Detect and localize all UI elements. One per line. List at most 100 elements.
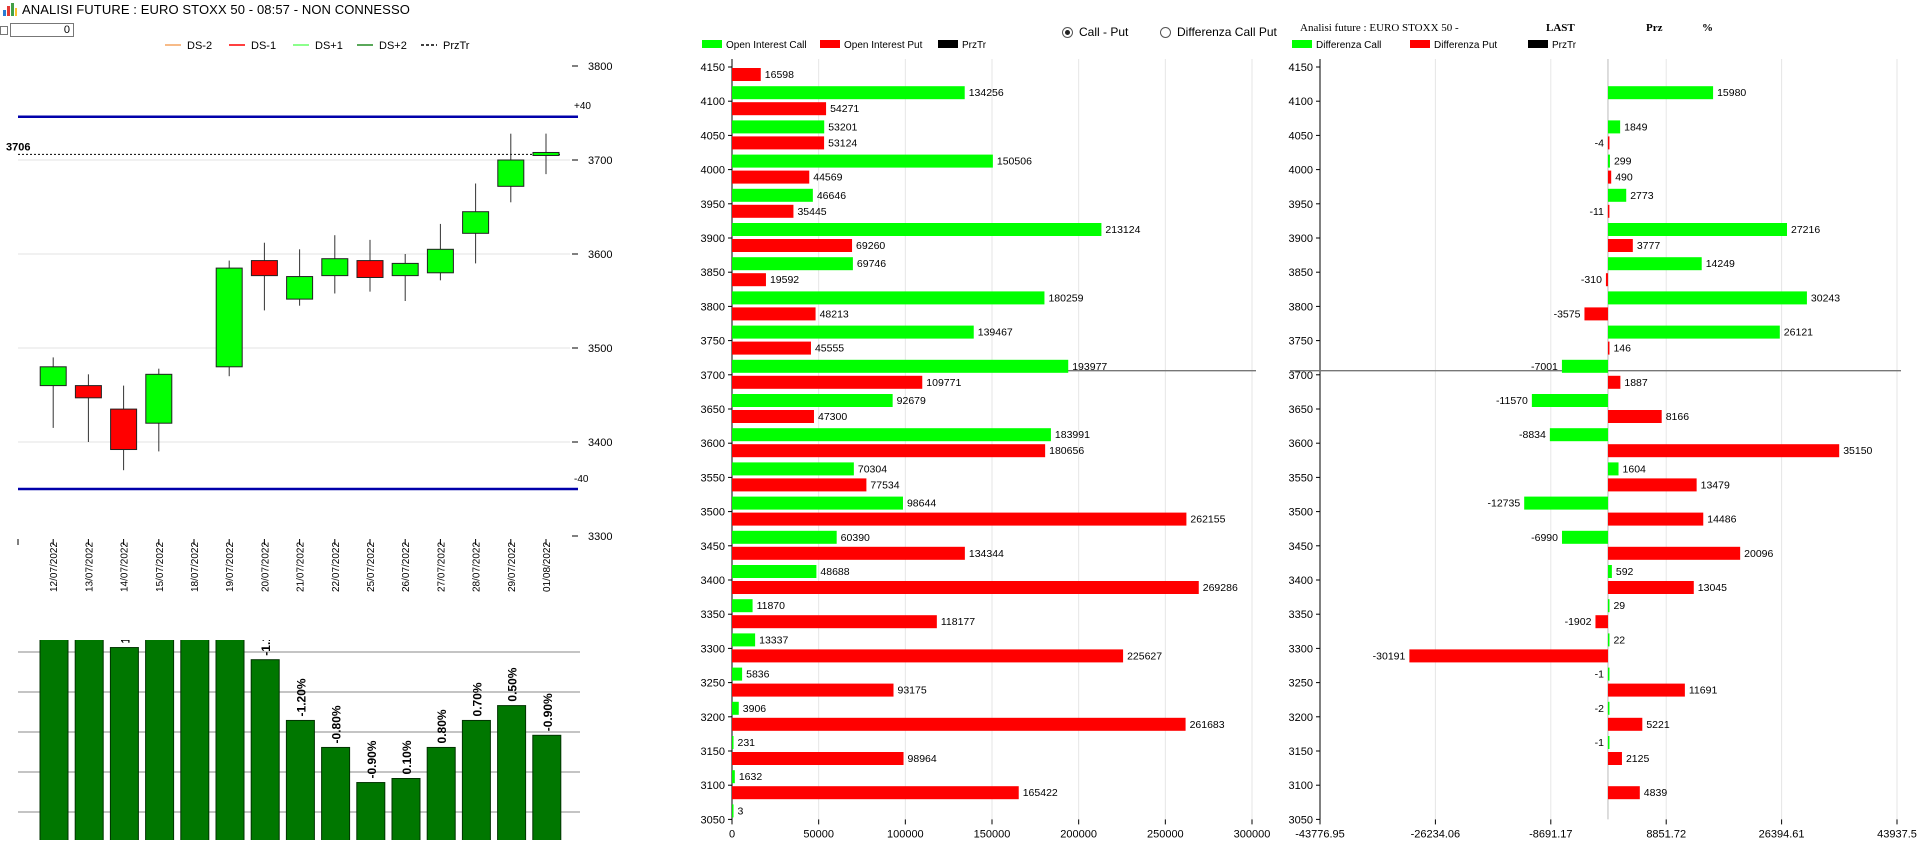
x-tick-label: -43776.95 — [1295, 828, 1345, 840]
call-bar — [732, 804, 734, 818]
call-bar — [1561, 530, 1608, 544]
call-bar-label: -11570 — [1496, 395, 1528, 407]
value-input[interactable] — [10, 23, 74, 37]
call-bar-label: 26121 — [1784, 327, 1813, 339]
put-bar-label: 1887 — [1624, 377, 1648, 389]
y-tick-label: 3500 — [701, 507, 725, 519]
y-tick-label: 3400 — [701, 575, 725, 587]
y-tick-label: 3850 — [1289, 267, 1313, 279]
call-bar-label: 1632 — [739, 771, 763, 783]
x-tick-label: -8691.17 — [1529, 828, 1572, 840]
radio-differenza-call-put[interactable]: Differenza Call Put — [1160, 25, 1277, 39]
candle-body — [356, 260, 384, 279]
put-bar-label: 77534 — [870, 479, 899, 491]
candle-body — [39, 366, 67, 387]
put-bar — [1607, 136, 1610, 150]
radio-call-put[interactable]: Call - Put — [1062, 25, 1128, 39]
y-tick-label: 3250 — [1289, 678, 1313, 690]
put-bar — [1607, 546, 1741, 560]
put-bar-label: 54271 — [830, 103, 859, 115]
call-bar — [1607, 701, 1610, 715]
put-bar — [732, 68, 761, 81]
put-bar — [732, 786, 1019, 800]
call-bar — [732, 291, 1045, 305]
call-bar-label: -7001 — [1531, 361, 1558, 373]
performance-bar — [532, 734, 562, 840]
put-bar — [732, 683, 894, 697]
call-bar-label: 180259 — [1048, 292, 1083, 304]
legend-label: DS+2 — [379, 40, 407, 52]
call-bar-label: 60390 — [841, 532, 870, 544]
x-tick-label: 19/07/2022 — [225, 542, 236, 592]
candle-body — [426, 248, 454, 274]
y-tick-label: 3500 — [1289, 507, 1313, 519]
put-bar — [1605, 273, 1608, 287]
call-bar — [1607, 120, 1621, 134]
call-bar-label: 70304 — [858, 463, 887, 475]
call-bar-label: 13337 — [759, 634, 788, 646]
performance-bar — [215, 640, 245, 840]
put-bar-label: 35150 — [1843, 445, 1872, 457]
legend-label: Open Interest Put — [844, 40, 923, 51]
performance-bar — [426, 746, 456, 840]
put-bar — [1607, 375, 1621, 389]
put-bar-label: 47300 — [818, 411, 847, 423]
put-bar-label: 16598 — [765, 69, 794, 81]
call-bar — [1607, 736, 1610, 749]
y-tick-label: 3850 — [701, 267, 725, 279]
put-bar — [732, 752, 904, 765]
y-tick-label: 3200 — [1289, 712, 1313, 724]
performance-bar — [250, 659, 280, 840]
y-tick-label: 3150 — [1289, 746, 1313, 758]
radio-differenza-label: Differenza Call Put — [1177, 25, 1277, 39]
put-bar — [732, 204, 794, 218]
performance-bar — [39, 640, 69, 840]
x-tick-label: 01/08/2022 — [542, 542, 553, 592]
y-tick-label: 3300 — [701, 643, 725, 655]
performance-label: -1.20% — [294, 678, 308, 716]
put-bar-label: 98964 — [908, 753, 937, 765]
y-tick-label: 3300 — [1289, 643, 1313, 655]
y-tick-label: 3400 — [588, 437, 612, 449]
y-tick-label: 3800 — [1289, 301, 1313, 313]
y-tick-label: 3550 — [1289, 472, 1313, 484]
call-bar — [732, 530, 837, 544]
call-bar-label: 5836 — [746, 669, 770, 681]
candle-body — [462, 211, 490, 234]
lower-band-label: -40 — [574, 474, 589, 485]
put-bar — [732, 375, 923, 389]
call-bar — [732, 154, 993, 168]
x-tick-label: 12/07/2022 — [49, 542, 60, 592]
x-tick-label: 20/07/2022 — [260, 542, 271, 592]
put-bar — [1607, 752, 1622, 765]
put-bar-label: 4839 — [1644, 787, 1668, 799]
put-bar-label: 490 — [1615, 172, 1633, 184]
put-bar — [732, 717, 1186, 731]
call-bar — [732, 188, 813, 202]
put-bar — [732, 307, 816, 321]
y-tick-label: 3250 — [701, 678, 725, 690]
y-tick-label: 3700 — [1289, 370, 1313, 382]
call-bar — [732, 462, 854, 476]
performance-label: 0.80% — [435, 709, 449, 743]
y-tick-label: 3800 — [588, 61, 612, 73]
candle-body — [286, 276, 314, 300]
candle-body — [391, 262, 419, 277]
y-tick-label: 4150 — [1289, 62, 1313, 74]
put-bar-label: 11691 — [1689, 685, 1718, 697]
call-bar — [732, 599, 753, 613]
candle-body — [250, 260, 278, 277]
put-bar — [732, 478, 867, 492]
open-interest-chart: Open Interest Call Open Interest Put PrzTr… — [701, 40, 1270, 840]
y-tick-label: 3900 — [1289, 233, 1313, 245]
performance-bar — [497, 705, 527, 840]
x-tick-label: 25/07/2022 — [366, 542, 377, 592]
put-bar — [732, 170, 810, 184]
call-bar — [732, 359, 1069, 373]
toggle-checkbox[interactable] — [0, 26, 8, 35]
call-bar-label: 98644 — [907, 498, 936, 510]
call-bar-label: 231 — [738, 737, 756, 749]
call-bar-label: 1849 — [1624, 121, 1648, 133]
candle-body — [74, 385, 102, 399]
put-bar — [1607, 581, 1694, 594]
